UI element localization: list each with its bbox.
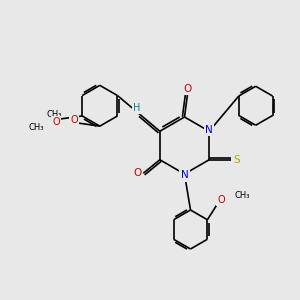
Text: O: O: [134, 168, 142, 178]
Text: N: N: [205, 125, 213, 135]
Text: CH₃: CH₃: [47, 110, 62, 119]
Text: O: O: [183, 84, 192, 94]
Text: O: O: [52, 117, 60, 127]
Text: O: O: [217, 195, 225, 205]
Text: O: O: [70, 115, 78, 125]
Text: CH₃: CH₃: [234, 191, 250, 200]
Text: CH₃: CH₃: [28, 123, 44, 132]
Text: S: S: [233, 155, 240, 165]
Text: H: H: [133, 103, 140, 113]
Text: N: N: [181, 170, 188, 181]
